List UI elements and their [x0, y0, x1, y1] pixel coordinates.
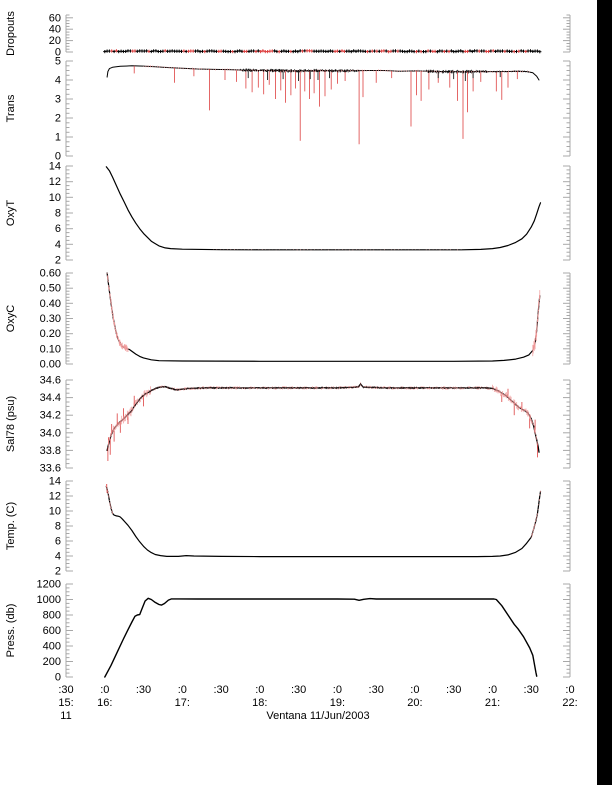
ytick-label-press-600: 600 [43, 625, 61, 637]
xtick-minute-label: :0 [410, 684, 419, 696]
temp-data-line [105, 485, 542, 558]
ytick-label-trans-4: 4 [55, 75, 61, 87]
xtick-hour-label: 16: [97, 697, 112, 709]
sal78-data-line [106, 383, 540, 453]
ytick-label-press-1200: 1200 [37, 579, 61, 591]
xtick-minute-label: :30 [446, 684, 461, 696]
oxyt-data-line [105, 166, 542, 251]
ytick-label-press-400: 400 [43, 641, 61, 653]
xtick-hour-label: 15: [58, 697, 73, 709]
panel-oxyc: 0.00 0.10 0.20 0.30 0.40 0.50 0.60 OxyC [5, 268, 571, 371]
x-axis-labels: :30 :0 :30 :0 :30 :0 :30 :0 :30 :0 :30 :0 :30 :0 15: 16… [58, 684, 577, 709]
right-edge-black-bar [597, 0, 612, 785]
ytick-label-oxyc-0.50: 0.50 [40, 283, 61, 295]
ytick-label-press-200: 200 [43, 656, 61, 668]
ytick-label-oxyt-8: 8 [55, 208, 61, 220]
ytick-label-dropouts-60: 60 [49, 12, 61, 24]
oxyc-data-line [106, 272, 541, 362]
ytick-label-temp-4: 4 [55, 551, 61, 563]
plot-caption: Ventana 11/Jun/2003 [266, 710, 369, 722]
xtick-minute-label: :30 [58, 684, 73, 696]
xtick-minute-label: :30 [136, 684, 151, 696]
y-axis-title-sal78: Sal78 (psu) [5, 396, 17, 452]
xtick-minute-label: :0 [333, 684, 342, 696]
xtick-minute-label: :0 [178, 684, 187, 696]
ytick-label-trans-1: 1 [55, 132, 61, 144]
y-axis-title-oxyt: OxyT [5, 200, 17, 227]
xtick-hour-label: 19: [330, 697, 345, 709]
x-axis-day-label: 11 [60, 710, 71, 722]
ytick-label-temp-14: 14 [49, 476, 61, 488]
ytick-label-oxyc-0.00: 0.00 [40, 359, 61, 371]
xtick-minute-label: :30 [369, 684, 384, 696]
xtick-hour-label: 22: [562, 697, 577, 709]
ytick-label-oxyc-0.20: 0.20 [40, 328, 61, 340]
ytick-label-temp-6: 6 [55, 536, 61, 548]
y-axis-title-dropouts: Dropouts [5, 11, 17, 56]
ytick-label-trans-5: 5 [55, 56, 61, 68]
ytick-label-oxyt-10: 10 [49, 192, 61, 204]
ytick-label-dropouts-0: 0 [55, 47, 61, 59]
panel-trans: 0 1 2 3 4 5 Trans [5, 56, 571, 163]
xtick-minute-label: :0 [488, 684, 497, 696]
ytick-label-press-800: 800 [43, 610, 61, 622]
ytick-label-temp-10: 10 [49, 506, 61, 518]
ytick-label-temp-8: 8 [55, 521, 61, 533]
ytick-label-dropouts-20: 20 [49, 35, 61, 47]
xtick-hour-label: 21: [485, 697, 500, 709]
panel-temp: 2 4 6 8 10 12 14 Temp. (C) [5, 476, 571, 578]
panel-sal78: 33.6 33.8 34.0 34.2 34.4 34.6 Sal78 (psu) [5, 375, 571, 475]
ytick-label-oxyc-0.60: 0.60 [40, 268, 61, 280]
ytick-label-oxyc-0.40: 0.40 [40, 298, 61, 310]
ytick-label-sal78-34.0: 34.0 [40, 427, 61, 439]
ytick-label-sal78-34.4: 34.4 [40, 392, 61, 404]
xtick-minute-label: :0 [565, 684, 574, 696]
xtick-hour-label: 18: [252, 697, 267, 709]
ytick-label-oxyt-14: 14 [49, 161, 61, 173]
ytick-label-oxyc-0.30: 0.30 [40, 313, 61, 325]
xtick-hour-label: 17: [175, 697, 190, 709]
xtick-minute-label: :0 [255, 684, 264, 696]
xtick-minute-label: :30 [524, 684, 539, 696]
xtick-minute-label: :0 [100, 684, 109, 696]
ytick-label-sal78-34.2: 34.2 [40, 410, 61, 422]
panel-press: 0 200 400 600 800 1000 1200 Press. (db) [5, 579, 571, 684]
ytick-label-temp-12: 12 [49, 491, 61, 503]
ytick-label-press-0: 0 [55, 672, 61, 684]
trans-data-line [106, 65, 540, 81]
ytick-label-temp-2: 2 [55, 566, 61, 578]
y-axis-title-oxyc: OxyC [5, 305, 17, 333]
xtick-minute-label: :30 [291, 684, 306, 696]
ytick-label-trans-0: 0 [55, 151, 61, 163]
xtick-hour-label: 20: [407, 697, 422, 709]
ytick-label-oxyc-0.10: 0.10 [40, 343, 61, 355]
press-data-line [104, 597, 538, 678]
ytick-label-press-1000: 1000 [37, 594, 61, 606]
xtick-minute-label: :30 [213, 684, 228, 696]
y-axis-title-press: Press. (db) [5, 604, 17, 658]
ytick-label-dropouts-40: 40 [49, 24, 61, 36]
ytick-label-oxyt-6: 6 [55, 223, 61, 235]
ytick-label-sal78-34.6: 34.6 [40, 375, 61, 387]
ytick-label-trans-2: 2 [55, 113, 61, 125]
ytick-label-sal78-33.6: 33.6 [40, 463, 61, 475]
panel-oxyt: 2 4 6 8 10 12 14 OxyT [5, 161, 571, 267]
ytick-label-sal78-33.8: 33.8 [40, 445, 61, 457]
y-axis-title-temp: Temp. (C) [5, 502, 17, 550]
ytick-label-oxyt-2: 2 [55, 255, 61, 267]
ytick-label-oxyt-12: 12 [49, 176, 61, 188]
y-axis-title-trans: Trans [5, 94, 17, 122]
ytick-label-oxyt-4: 4 [55, 239, 61, 251]
ytick-label-trans-3: 3 [55, 94, 61, 106]
